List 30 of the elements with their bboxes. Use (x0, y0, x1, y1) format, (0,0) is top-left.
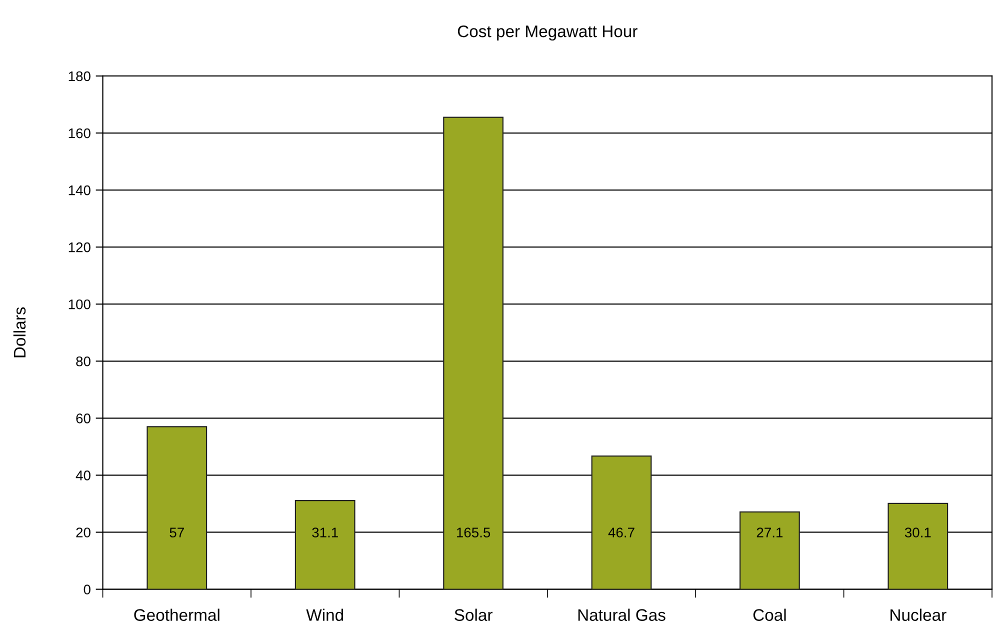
bar (146, 426, 208, 590)
x-tick-label: Natural Gas (578, 608, 666, 621)
x-tick-label: Nuclear (890, 608, 946, 621)
y-tick-label: 80 (76, 356, 90, 366)
y-tick-label: 100 (68, 299, 90, 310)
y-tick-label: 60 (76, 414, 90, 424)
data-label: 57 (170, 528, 184, 538)
y-tick-label: 40 (76, 470, 90, 480)
y-tick-label: 20 (76, 528, 90, 538)
bar (740, 511, 800, 590)
x-tick-label: Geothermal (134, 608, 220, 621)
data-label: 31.1 (312, 528, 338, 538)
x-tick-label: Wind (306, 608, 344, 621)
y-tick-label: 160 (68, 128, 90, 138)
y-tick-label: 0 (84, 584, 90, 594)
bar (443, 116, 504, 590)
bar (888, 502, 948, 590)
y-axis-title: Dollars (13, 307, 26, 358)
y-tick-label: 120 (68, 242, 90, 252)
y-tick-label: 140 (68, 185, 90, 196)
data-label: 165.5 (456, 528, 490, 538)
data-label: 30.1 (904, 528, 931, 538)
data-label: 46.7 (608, 528, 634, 538)
y-tick-label: 180 (68, 71, 90, 82)
data-label: 27.1 (756, 528, 783, 538)
bar (294, 500, 356, 590)
x-tick-label: Solar (454, 608, 492, 621)
bar (591, 456, 652, 590)
x-tick-label: Coal (753, 608, 786, 621)
chart-title: Cost per Megawatt Hour (458, 25, 638, 41)
